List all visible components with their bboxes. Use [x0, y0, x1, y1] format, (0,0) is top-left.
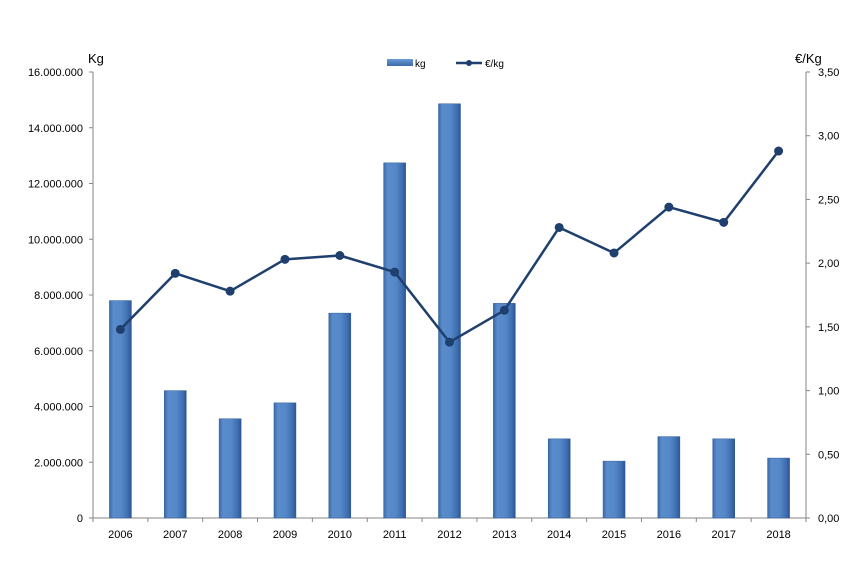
x-tick-label: 2010 [328, 529, 352, 541]
right-axis-unit-label: €/Kg [795, 51, 822, 66]
x-tick-label: 2006 [108, 529, 132, 541]
point-2016 [664, 202, 674, 212]
bar-2017 [712, 438, 735, 519]
x-tick-label: 2014 [547, 529, 571, 541]
point-2008 [225, 286, 235, 296]
bar-2012 [438, 103, 461, 519]
bar-2007 [164, 390, 187, 519]
line-series [115, 146, 784, 347]
bar-series [109, 103, 790, 519]
point-2017 [719, 217, 729, 227]
legend-swatch-kg [387, 59, 413, 66]
x-tick-label: 2015 [602, 529, 626, 541]
point-2012 [445, 337, 454, 347]
bar-2013 [493, 303, 516, 519]
right-tick-label: 1,00 [818, 386, 839, 398]
x-tick-label: 2012 [437, 529, 461, 541]
right-tick-label: 2,50 [818, 194, 839, 206]
x-tick-label: 2011 [383, 529, 407, 541]
bar-2014 [547, 438, 571, 519]
legend: kg €/kg [387, 59, 504, 70]
x-tick-label: 2017 [711, 529, 735, 541]
right-tick-label: 3,50 [818, 67, 839, 79]
legend-marker-eur-per-kg [466, 60, 472, 66]
right-tick-label: 3,00 [818, 131, 839, 143]
bar-2011 [383, 162, 406, 519]
right-tick-label: 2,00 [818, 258, 839, 270]
legend-label-eur-per-kg: €/kg [485, 59, 504, 70]
x-tick-label: 2009 [273, 529, 297, 541]
left-tick-label: 2.000.000 [34, 457, 83, 469]
point-2006 [115, 324, 125, 334]
bar-2006 [109, 300, 132, 519]
right-tick-label: 0,50 [818, 449, 839, 461]
x-tick-labels: 2006 2007 2008 2009 2010 2011 2012 2013 2014 2015… [92, 518, 807, 541]
point-2011 [390, 267, 400, 277]
point-2013 [499, 305, 509, 315]
left-tick-label: 6.000.000 [34, 346, 83, 358]
left-tick-label: 0 [77, 513, 83, 525]
left-tick-label: 16.000.000 [28, 67, 83, 79]
left-y-ticks: 0 2.000.000 4.000.000 6.000.000 8.000.000 10.… [28, 67, 93, 525]
point-2014 [554, 222, 564, 232]
bar-2016 [657, 436, 681, 519]
point-2010 [335, 250, 345, 260]
point-2009 [280, 254, 290, 264]
x-tick-label: 2018 [766, 529, 790, 541]
point-2007 [170, 268, 180, 278]
left-tick-label: 14.000.000 [28, 123, 83, 135]
left-axis-unit-label: Kg [88, 51, 104, 66]
x-tick-label: 2008 [218, 529, 242, 541]
x-tick-label: 2016 [657, 529, 681, 541]
left-tick-label: 8.000.000 [34, 290, 83, 302]
bar-2008 [218, 418, 242, 519]
legend-item-kg: kg [387, 59, 426, 70]
left-tick-label: 10.000.000 [28, 234, 83, 246]
point-2018 [774, 146, 784, 156]
bar-2018 [767, 457, 790, 519]
left-tick-label: 12.000.000 [28, 179, 83, 191]
legend-label-kg: kg [415, 59, 426, 70]
point-2015 [609, 248, 619, 258]
bar-2010 [328, 312, 352, 519]
right-tick-label: 1,50 [818, 322, 839, 334]
x-tick-label: 2013 [492, 529, 516, 541]
left-tick-label: 4.000.000 [34, 402, 83, 414]
x-tick-label: 2007 [163, 529, 187, 541]
right-tick-label: 0,00 [818, 513, 839, 525]
bar-2009 [273, 402, 297, 519]
bar-2015 [602, 460, 626, 519]
legend-item-eur-per-kg: €/kg [456, 59, 504, 70]
right-y-ticks: 0,00 0,50 1,00 1,50 2,00 2,50 3,00 3,50 [806, 67, 839, 525]
